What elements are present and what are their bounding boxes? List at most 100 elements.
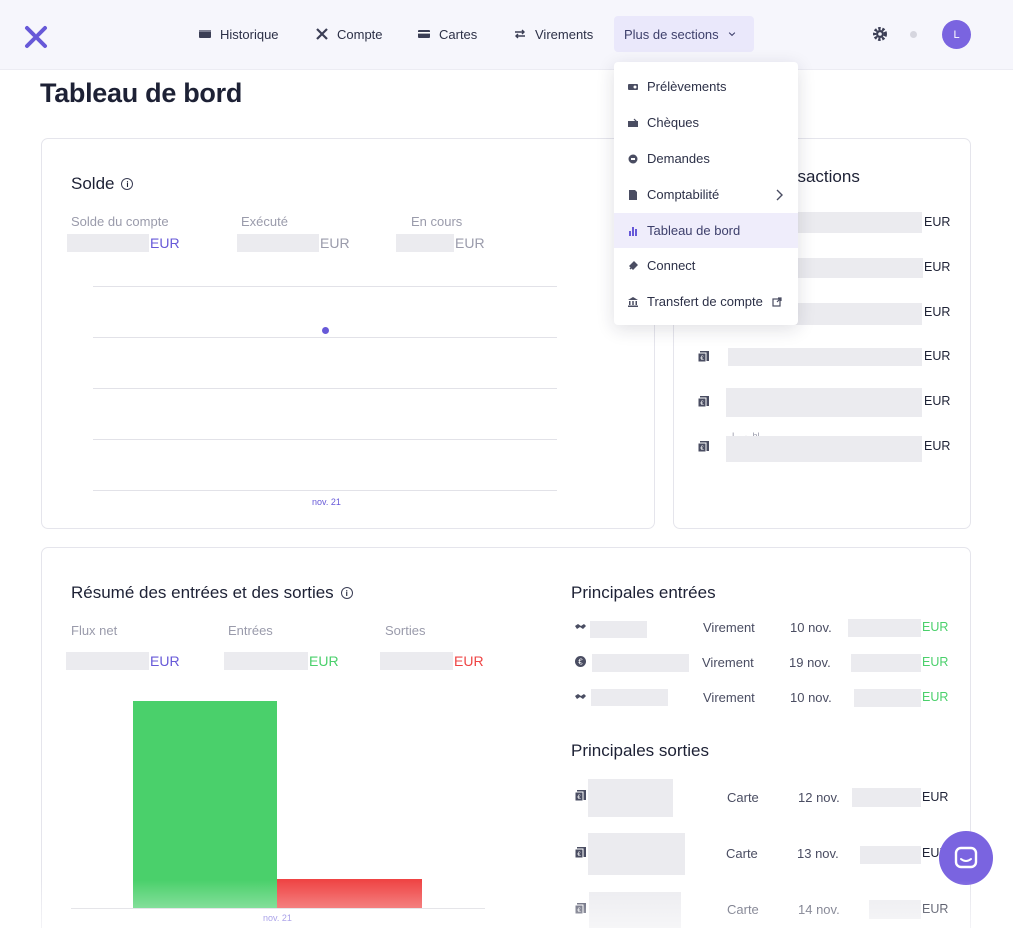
currency-label: EUR	[922, 690, 949, 704]
redacted-value	[796, 258, 923, 278]
outflow-type: Carte	[727, 790, 759, 805]
chart-gridline	[93, 439, 557, 440]
currency-label: EUR	[454, 653, 484, 669]
outflow-date: 12 nov.	[798, 790, 840, 805]
inflow-date: 10 nov.	[790, 620, 832, 635]
page-title: Tableau de bord	[40, 78, 243, 108]
inflow-bar[interactable]	[133, 701, 277, 908]
request-icon	[628, 154, 638, 163]
nav-historique-label: Historique	[220, 26, 279, 42]
currency-label: EUR	[922, 902, 949, 916]
info-icon[interactable]: i	[340, 587, 353, 599]
chart-baseline	[71, 908, 485, 909]
currency-label: EUR	[309, 653, 339, 669]
document-icon	[629, 189, 637, 200]
avatar[interactable]: L	[942, 20, 971, 49]
svg-text:€: €	[700, 356, 704, 362]
currency-label: EUR	[922, 655, 949, 669]
card-icon	[418, 30, 430, 38]
menu-item-connect[interactable]: Connect	[614, 248, 798, 283]
menu-item-comptabilite[interactable]: Comptabilité	[614, 177, 798, 212]
chart-gridline	[93, 490, 557, 491]
outflow-type: Carte	[726, 846, 758, 861]
inflow-type: Virement	[703, 690, 755, 705]
metric-label-outflows: Sorties	[385, 623, 426, 638]
redacted-value	[860, 846, 921, 864]
top-inflows-title: Principales entrées	[571, 583, 716, 602]
menu-item-tableau-de-bord[interactable]: Tableau de bord	[614, 213, 798, 248]
currency-label: EUR	[924, 394, 951, 408]
redacted-value	[592, 654, 689, 672]
nav-compte[interactable]: Compte	[305, 16, 393, 52]
redacted-value	[224, 652, 308, 670]
card-payment-icon: €	[574, 847, 586, 859]
menu-item-label: Tableau de bord	[647, 223, 741, 238]
balance-x-tick: nov. 21	[312, 497, 341, 507]
menu-item-label: Connect	[647, 258, 696, 273]
balance-title-text: Solde	[71, 174, 115, 193]
chat-button[interactable]	[939, 831, 993, 885]
menu-item-label: Comptabilité	[647, 187, 720, 202]
outflow-bar[interactable]	[277, 879, 422, 908]
sections-dropdown: Prélèvements Chèques Demandes Comptabili…	[614, 62, 798, 325]
handshake-icon	[575, 694, 586, 699]
nav-virements[interactable]: Virements	[503, 16, 603, 52]
chevron-right-icon	[776, 189, 783, 200]
currency-label: EUR	[924, 349, 951, 363]
nav-plus-de-sections[interactable]: Plus de sections	[614, 16, 754, 52]
summary-title-text: Résumé des entrées et des sorties	[71, 583, 334, 602]
nav-cartes[interactable]: Cartes	[407, 16, 487, 52]
metric-label-net-flow: Flux net	[71, 623, 118, 638]
chart-gridline	[93, 286, 557, 287]
gear-icon[interactable]	[871, 25, 889, 43]
redacted-value	[590, 621, 647, 638]
inflow-date: 19 nov.	[789, 655, 831, 670]
metric-label-pending: En cours	[411, 214, 463, 229]
currency-label: EUR	[922, 620, 949, 634]
svg-text:€: €	[700, 401, 704, 407]
menu-item-demandes[interactable]: Demandes	[614, 141, 798, 176]
status-dot	[910, 31, 917, 38]
svg-text:€: €	[577, 852, 581, 858]
redacted-value	[588, 833, 685, 875]
currency-label: EUR	[924, 305, 951, 319]
menu-item-transfert-de-compte[interactable]: Transfert de compte	[614, 284, 798, 319]
euro-coin-icon: €	[575, 656, 586, 667]
nav-historique[interactable]: Historique	[188, 16, 289, 52]
chart-gridline	[93, 388, 557, 389]
balance-data-point[interactable]	[322, 327, 329, 334]
nav-virements-label: Virements	[535, 26, 594, 42]
outflow-date: 14 nov.	[798, 902, 840, 917]
inflow-date: 10 nov.	[790, 690, 832, 705]
svg-text:€: €	[577, 795, 581, 801]
redacted-value	[67, 234, 149, 252]
chat-icon	[954, 846, 978, 869]
nav-compte-label: Compte	[337, 26, 383, 42]
redacted-value	[396, 234, 454, 252]
direct-debit-icon	[628, 83, 638, 90]
logo-icon[interactable]	[24, 25, 48, 49]
inflow-type: Virement	[702, 655, 754, 670]
menu-item-prelevements[interactable]: Prélèvements	[614, 69, 798, 104]
redacted-value	[869, 900, 921, 919]
redacted-value	[380, 652, 453, 670]
currency-label: EUR	[922, 790, 949, 804]
redacted-value	[591, 689, 668, 706]
outflow-date: 13 nov.	[797, 846, 839, 861]
redacted-value	[237, 234, 319, 252]
summary-title: Résumé des entrées et des sorties i	[71, 583, 353, 603]
redacted-value	[794, 303, 922, 325]
info-icon[interactable]: i	[121, 178, 134, 190]
card-payment-icon: €	[697, 441, 709, 453]
menu-item-cheques[interactable]: Chèques	[614, 105, 798, 140]
cross-arrows-icon	[316, 28, 328, 40]
balance-card	[41, 138, 655, 529]
currency-label: EUR	[320, 235, 350, 251]
redacted-value	[854, 689, 921, 707]
redacted-value	[728, 348, 922, 366]
redacted-value	[726, 388, 922, 417]
metric-label-account: Solde du compte	[71, 214, 169, 229]
card-payment-icon: €	[574, 903, 586, 915]
currency-label: EUR	[924, 260, 951, 274]
svg-text:€: €	[700, 446, 704, 452]
